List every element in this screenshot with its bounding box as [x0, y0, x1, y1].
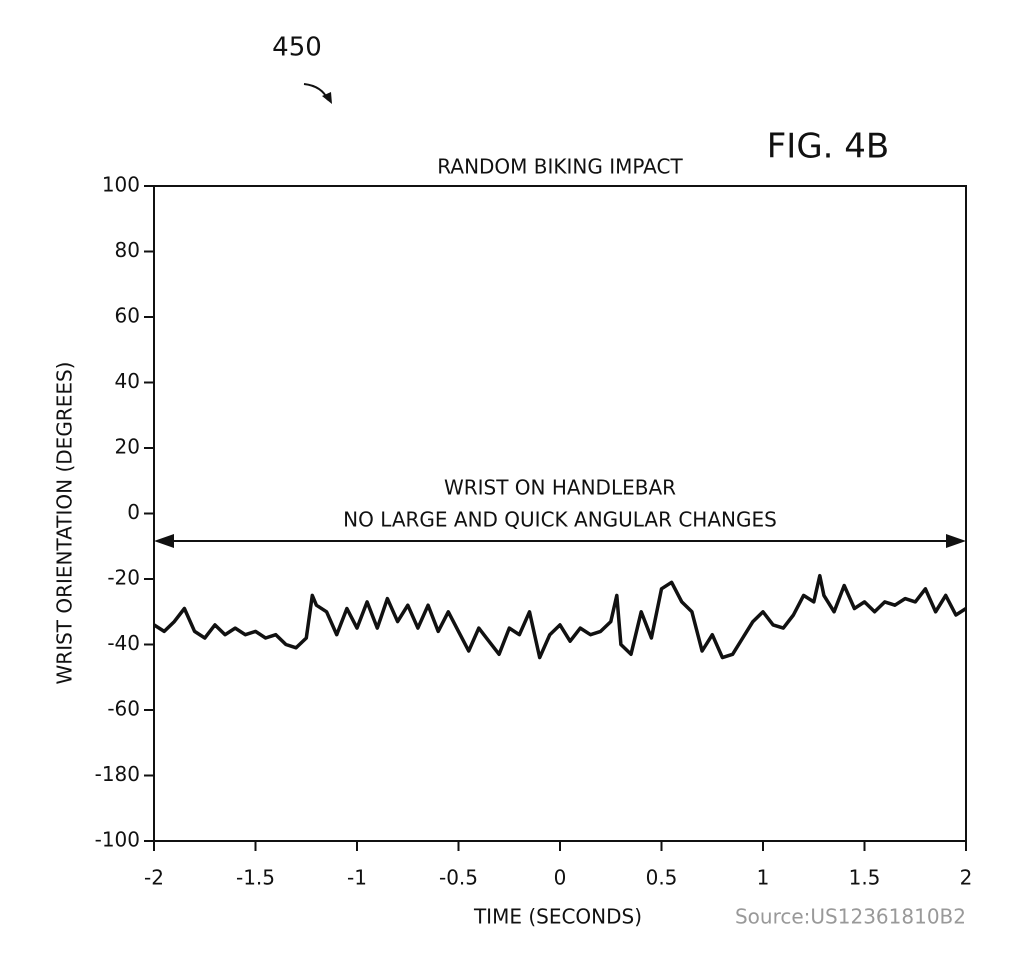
x-tick-label: 0 — [554, 866, 567, 890]
x-tick-label: 2 — [960, 866, 973, 890]
y-tick-label: -100 — [95, 828, 140, 852]
annotation: WRIST ON HANDLEBAR — [444, 476, 676, 500]
x-tick-label: -2 — [144, 866, 164, 890]
y-tick-label: -60 — [107, 697, 140, 721]
y-tick-label: -20 — [107, 566, 140, 590]
y-tick-label: 20 — [115, 435, 140, 459]
y-tick-label: -180 — [95, 762, 140, 786]
source: Source:US12361810B2 — [735, 905, 966, 929]
x-tick-label: 0.5 — [646, 866, 678, 890]
span-arrow-head — [946, 534, 966, 548]
x-tick-label: -1.5 — [236, 866, 275, 890]
y-tick-label: 0 — [127, 500, 140, 524]
y-tick-label: 80 — [115, 238, 140, 262]
y-tick-label: -40 — [107, 631, 140, 655]
x-axis-label: TIME (SECONDS) — [473, 905, 642, 929]
y-tick-label: 40 — [115, 369, 140, 393]
figure-ref: 450 — [272, 33, 322, 63]
chart-title: RANDOM BIKING IMPACT — [437, 155, 683, 179]
figure-label: FIG. 4B — [767, 127, 890, 167]
ref-arrow-head — [322, 92, 332, 104]
y-axis-label: WRIST ORIENTATION (DEGREES) — [53, 362, 77, 685]
x-tick-label: -0.5 — [439, 866, 478, 890]
span-arrow-head — [154, 534, 174, 548]
x-tick-label: 1 — [757, 866, 770, 890]
annotation: NO LARGE AND QUICK ANGULAR CHANGES — [343, 508, 777, 532]
x-tick-label: -1 — [347, 866, 367, 890]
data-line — [153, 573, 967, 660]
y-tick-label: 100 — [102, 173, 140, 197]
y-tick-label: 60 — [115, 304, 140, 328]
x-tick-label: 1.5 — [849, 866, 881, 890]
